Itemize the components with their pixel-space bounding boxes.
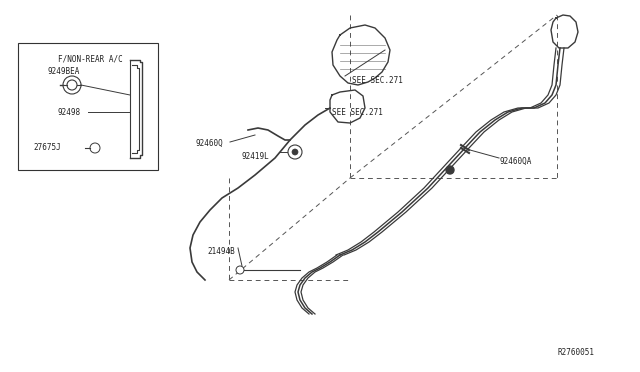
Text: 92419L: 92419L [241, 152, 269, 161]
Circle shape [292, 149, 298, 155]
Circle shape [446, 166, 454, 174]
Text: SEE SEC.271: SEE SEC.271 [352, 76, 403, 85]
Text: 27675J: 27675J [33, 143, 61, 152]
Circle shape [236, 266, 244, 274]
Bar [18, 43, 158, 170]
Circle shape [63, 76, 81, 94]
Text: 92460Q: 92460Q [196, 139, 224, 148]
Text: 9249BEA: 9249BEA [48, 67, 81, 76]
Text: 92498: 92498 [58, 108, 81, 117]
Text: 21494B: 21494B [207, 247, 235, 256]
Circle shape [90, 143, 100, 153]
Circle shape [288, 145, 302, 159]
Text: 92460QA: 92460QA [499, 157, 531, 166]
Text: R2760051: R2760051 [557, 348, 594, 357]
Circle shape [67, 80, 77, 90]
Text: SEE SEC.271: SEE SEC.271 [332, 108, 383, 117]
Text: F/NON-REAR A/C: F/NON-REAR A/C [58, 55, 123, 64]
